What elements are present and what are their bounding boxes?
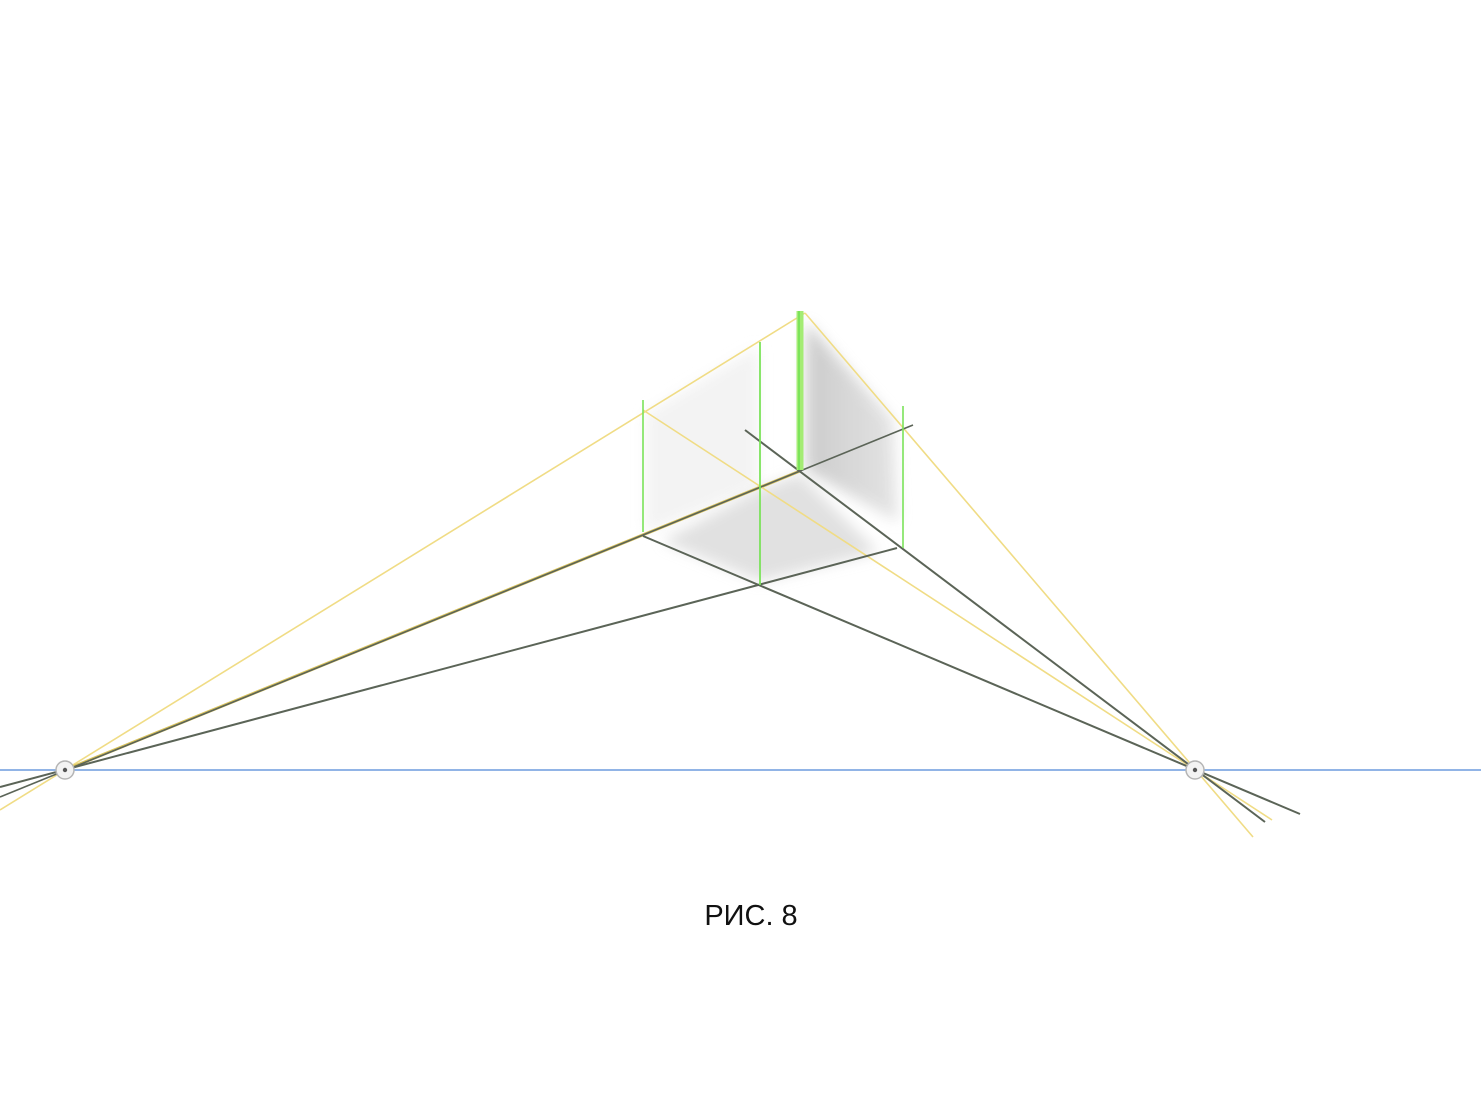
figure-caption: РИС. 8 [704,900,797,932]
shaded-left-face [646,347,758,533]
left-vanishing-point[interactable] [55,760,75,780]
shaded-bottom-face [662,474,878,581]
left-vanishing-point-dot [62,767,68,773]
dark-line-left-vp-lower [0,547,898,788]
shaded-right-face [806,322,898,522]
yellow-line-left-vp-to-apex [0,312,806,811]
yellow-line-apex-to-right-vp [804,312,1254,838]
right-vanishing-point-dot [1192,767,1198,773]
yellow-line-back-to-right-vp [642,409,1273,821]
right-vanishing-point[interactable] [1185,760,1205,780]
dark-line-right-vp-upper [744,429,1266,823]
dark-line-left-vp-upper [0,424,914,798]
